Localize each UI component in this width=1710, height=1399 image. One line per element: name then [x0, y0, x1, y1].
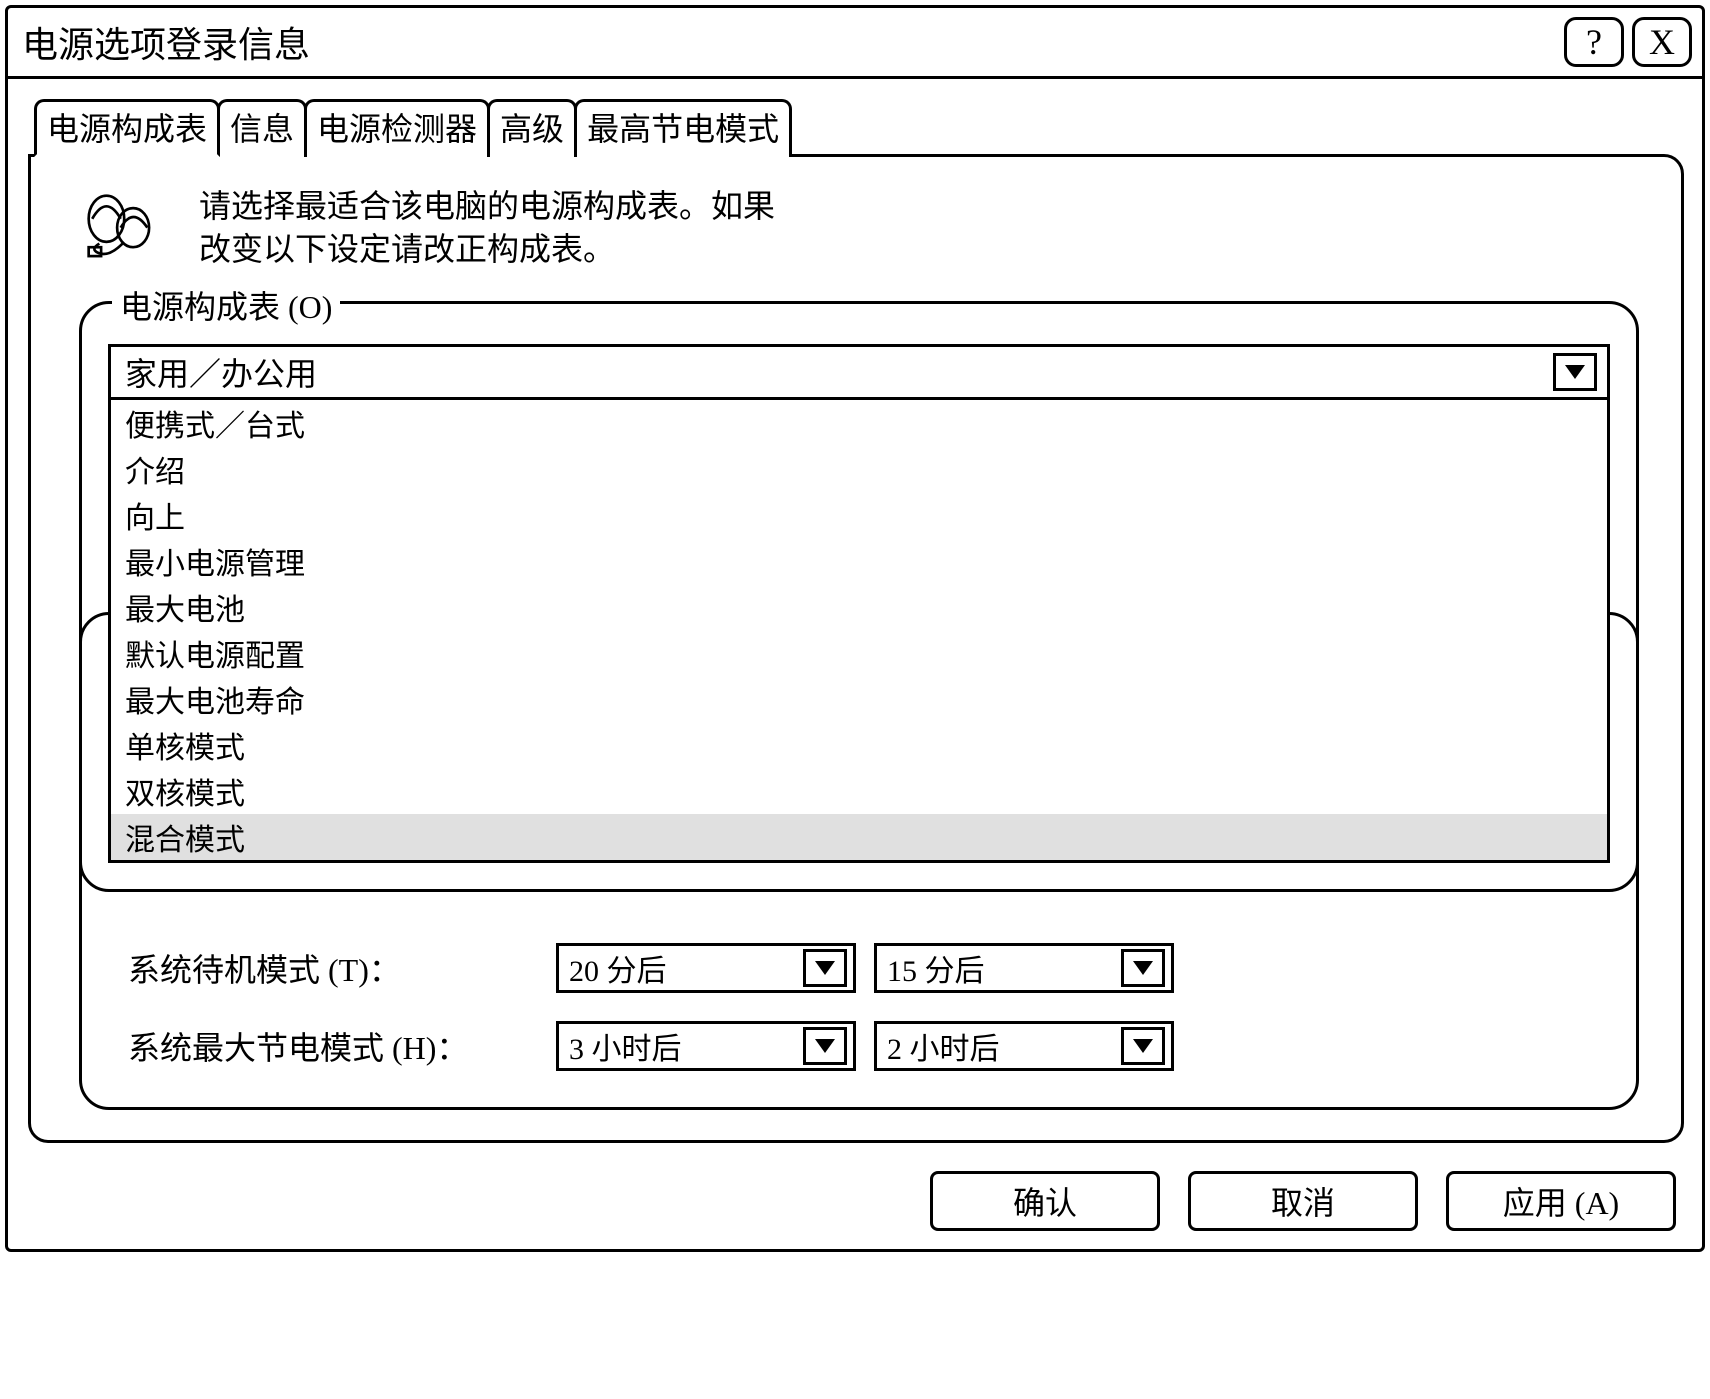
- tab-max-powersave[interactable]: 最高节电模式: [574, 99, 792, 157]
- help-button[interactable]: ?: [1564, 17, 1624, 67]
- scheme-dropdown-list: 便携式／台式 介绍 向上 最小电源管理 最大电池 默认电源配置 最大电池寿命 单…: [108, 400, 1610, 863]
- scheme-option[interactable]: 默认电源配置: [111, 630, 1607, 676]
- scheme-option[interactable]: 混合模式: [111, 814, 1607, 860]
- tab-power-scheme[interactable]: 电源构成表: [34, 99, 220, 157]
- chevron-down-icon: [1565, 365, 1585, 379]
- chevron-down-icon: [815, 1039, 835, 1053]
- apply-button[interactable]: 应用 (A): [1446, 1171, 1676, 1231]
- intro-line-1: 请选择最适合该电脑的电源构成表。如果: [199, 185, 775, 228]
- footer-buttons: 确认 取消 应用 (A): [28, 1171, 1684, 1231]
- dropdown-toggle[interactable]: [1121, 949, 1165, 987]
- tab-advanced[interactable]: 高级: [487, 99, 577, 157]
- power-plug-icon: [81, 185, 171, 265]
- scheme-fieldset: 电源构成表 (O) 家用／办公用 便携式／台式 介绍 向上 最小电: [79, 301, 1639, 892]
- maxsave-ac-combo[interactable]: 3 小时后: [556, 1021, 856, 1071]
- scheme-legend: 电源构成表 (O): [112, 282, 340, 328]
- standby-dc-combo[interactable]: 15 分后: [874, 943, 1174, 993]
- scheme-combobox[interactable]: 家用／办公用: [108, 344, 1610, 400]
- scheme-option[interactable]: 便携式／台式: [111, 400, 1607, 446]
- ok-button[interactable]: 确认: [930, 1171, 1160, 1231]
- titlebar: 电源选项登录信息 ? X: [8, 8, 1702, 79]
- window-title: 电源选项登录信息: [22, 16, 310, 68]
- scheme-combo-wrap: 家用／办公用 便携式／台式 介绍 向上 最小电源管理 最大电池 默认电源配置: [108, 344, 1610, 863]
- tab-power-detector[interactable]: 电源检测器: [304, 99, 490, 157]
- dropdown-toggle[interactable]: [1553, 353, 1597, 391]
- standby-dc-value: 15 分后: [887, 946, 985, 990]
- standby-label: 系统待机模式 (T)：: [128, 945, 538, 991]
- maxsave-dc-combo[interactable]: 2 小时后: [874, 1021, 1174, 1071]
- chevron-down-icon: [815, 961, 835, 975]
- close-icon: X: [1649, 21, 1675, 63]
- intro-line-2: 改变以下设定请改正构成表。: [199, 228, 775, 271]
- maxsave-ac-value: 3 小时后: [569, 1024, 682, 1068]
- intro-row: 请选择最适合该电脑的电源构成表。如果 改变以下设定请改正构成表。: [81, 185, 1651, 271]
- dropdown-toggle[interactable]: [1121, 1027, 1165, 1065]
- cancel-button[interactable]: 取消: [1188, 1171, 1418, 1231]
- maxsave-row: 系统最大节电模式 (H)： 3 小时后 2 小时后: [108, 1021, 1610, 1071]
- scheme-option[interactable]: 最小电源管理: [111, 538, 1607, 584]
- tab-panel: 请选择最适合该电脑的电源构成表。如果 改变以下设定请改正构成表。 电源构成表 (…: [28, 154, 1684, 1143]
- dropdown-toggle[interactable]: [803, 949, 847, 987]
- standby-ac-value: 20 分后: [569, 946, 667, 990]
- standby-ac-combo[interactable]: 20 分后: [556, 943, 856, 993]
- help-icon: ?: [1586, 21, 1602, 63]
- chevron-down-icon: [1133, 961, 1153, 975]
- scheme-option[interactable]: 最大电池: [111, 584, 1607, 630]
- close-button[interactable]: X: [1632, 17, 1692, 67]
- maxsave-label: 系统最大节电模式 (H)：: [128, 1023, 538, 1069]
- scheme-option[interactable]: 最大电池寿命: [111, 676, 1607, 722]
- dialog-body: 电源构成表 信息 电源检测器 高级 最高节电模式 请选择最适合该电脑的电源构成表…: [8, 79, 1702, 1249]
- standby-row: 系统待机模式 (T)： 20 分后 15 分后: [108, 943, 1610, 993]
- scheme-selected-value: 家用／办公用: [125, 349, 317, 395]
- scheme-option[interactable]: 单核模式: [111, 722, 1607, 768]
- dialog-window: 电源选项登录信息 ? X 电源构成表 信息 电源检测器 高级 最高节电模式: [5, 5, 1705, 1252]
- chevron-down-icon: [1133, 1039, 1153, 1053]
- scheme-option[interactable]: 介绍: [111, 446, 1607, 492]
- maxsave-dc-value: 2 小时后: [887, 1024, 1000, 1068]
- scheme-option[interactable]: 双核模式: [111, 768, 1607, 814]
- scheme-option[interactable]: 向上: [111, 492, 1607, 538]
- dropdown-toggle[interactable]: [803, 1027, 847, 1065]
- intro-text: 请选择最适合该电脑的电源构成表。如果 改变以下设定请改正构成表。: [199, 185, 775, 271]
- titlebar-buttons: ? X: [1564, 17, 1692, 67]
- tab-strip: 电源构成表 信息 电源检测器 高级 最高节电模式: [28, 99, 1684, 157]
- tab-info[interactable]: 信息: [217, 99, 307, 157]
